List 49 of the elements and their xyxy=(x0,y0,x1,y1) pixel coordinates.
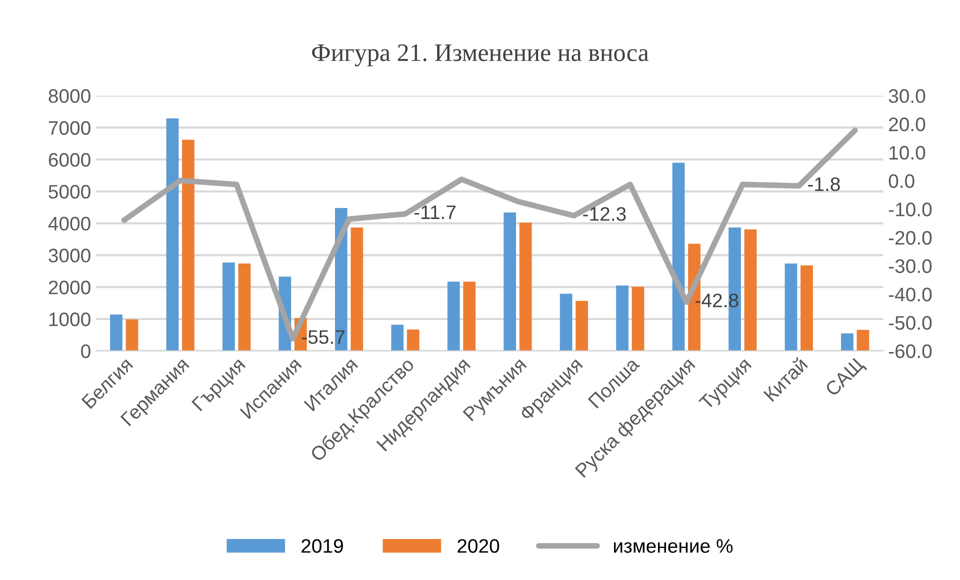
bar xyxy=(182,140,194,351)
legend-label: 2019 xyxy=(302,539,343,553)
bar xyxy=(350,227,364,351)
y-tick-label: 0 xyxy=(81,344,90,358)
bar xyxy=(616,286,628,351)
legend-label: 2020 xyxy=(458,539,500,553)
bar xyxy=(576,300,588,351)
y-tick-label: 5000 xyxy=(48,184,90,199)
y2-tick-label: -10.0 xyxy=(888,202,932,216)
y-tick-label: 2000 xyxy=(48,280,90,294)
bar xyxy=(238,263,251,351)
bar xyxy=(800,265,813,351)
bar xyxy=(110,314,122,351)
data-label: -1.8 xyxy=(808,177,840,192)
bar xyxy=(391,324,404,351)
y2-tick-label: 30.0 xyxy=(888,89,926,103)
y2-tick-label: -60.0 xyxy=(888,344,932,358)
data-label: -12.3 xyxy=(583,207,626,221)
y-tick-label: 8000 xyxy=(48,89,90,103)
bar xyxy=(841,333,854,351)
bar xyxy=(856,330,870,351)
y2-tick-label: 10.0 xyxy=(890,146,926,160)
chart-title: Фигура 21. Изменение на вноса xyxy=(312,44,649,66)
y2-tick-label: 20.0 xyxy=(889,118,926,132)
y2-tick-label: -40.0 xyxy=(888,288,932,302)
y-tick-label: 6000 xyxy=(48,152,90,167)
y2-tick-label: -50.0 xyxy=(888,316,932,330)
bar xyxy=(784,263,798,351)
y2-tick-label: 0.0 xyxy=(888,174,914,188)
bar xyxy=(126,319,138,351)
y-tick-label: 7000 xyxy=(48,121,90,135)
bar xyxy=(560,294,572,351)
y-tick-label: 1000 xyxy=(49,312,90,326)
bar xyxy=(447,282,460,351)
bar xyxy=(504,212,516,351)
bar xyxy=(744,229,757,351)
bar xyxy=(406,330,420,351)
bar xyxy=(463,282,476,351)
bar xyxy=(672,162,685,351)
bar xyxy=(166,118,179,351)
data-label: -11.7 xyxy=(414,206,456,219)
bar xyxy=(519,222,532,351)
y2-tick-label: -20.0 xyxy=(888,230,932,245)
y-tick-label: 3000 xyxy=(48,248,90,262)
y2-tick-label: -30.0 xyxy=(888,259,932,274)
legend-label: изменение % xyxy=(614,539,733,553)
y-tick-label: 4000 xyxy=(48,216,90,231)
bar xyxy=(632,286,644,351)
bar xyxy=(222,262,235,351)
